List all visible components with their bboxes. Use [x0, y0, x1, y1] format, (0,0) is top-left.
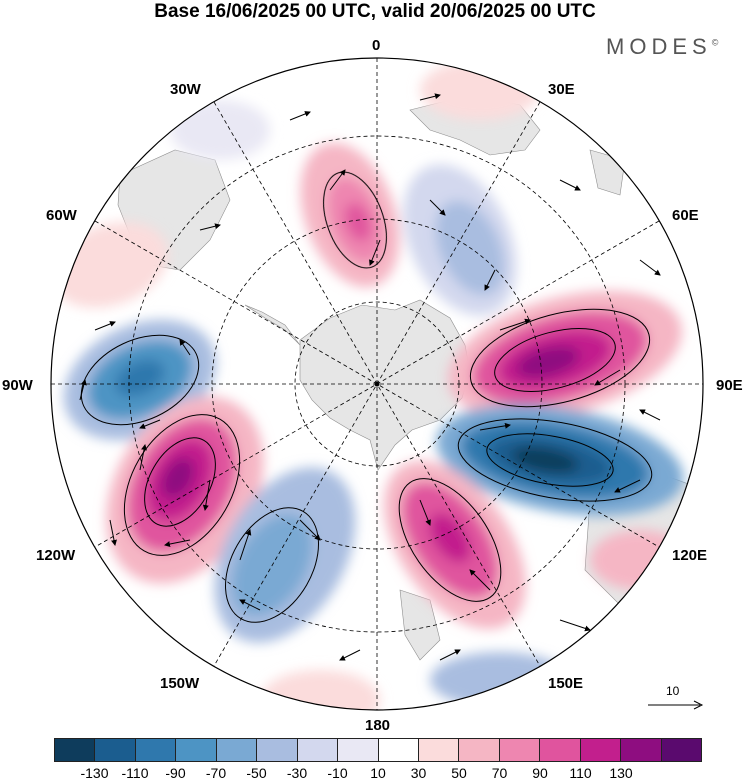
- reference-vector-label: 10: [666, 684, 680, 698]
- colorbar-swatch: [95, 739, 136, 761]
- lon-label-120e: 120E: [672, 547, 708, 564]
- colorbar-tick-label: -30: [286, 765, 308, 781]
- lon-label-30w: 30W: [170, 81, 201, 98]
- south-pole-dot: [374, 381, 380, 387]
- anomaly-field: [51, 60, 690, 710]
- colorbar-swatch: [540, 739, 581, 761]
- lon-label-60e: 60E: [672, 207, 699, 224]
- colorbar-swatch: [418, 739, 460, 761]
- colorbar-tick-label: 90: [532, 765, 548, 781]
- antarctic-peninsula: [244, 304, 301, 346]
- colorbar-tick-label: -50: [246, 765, 267, 781]
- colorbar-swatch: [135, 739, 177, 761]
- colorbar-tick-label: 70: [491, 765, 508, 781]
- lon-label-90e: 90E: [716, 377, 743, 394]
- colorbar-tick-label: 110: [569, 765, 592, 781]
- colorbar-tick-label: 50: [451, 765, 467, 781]
- colorbar-swatch: [257, 739, 298, 761]
- colorbar-tick-label: -110: [121, 765, 149, 781]
- colorbar-ticks: -130 -110 -90 -70 -50 -30 -10 10 30 50 70 90 110 130: [54, 765, 702, 783]
- colorbar-swatch: [499, 739, 541, 761]
- anomaly-high-topright: [420, 60, 540, 120]
- colorbar-swatch: [621, 739, 662, 761]
- colorbar-tick-label: 30: [410, 765, 427, 781]
- anomaly-low-topleft: [170, 100, 270, 160]
- copyright-mark: ©: [711, 37, 719, 48]
- polar-map: [50, 57, 704, 711]
- chart-title: Base 16/06/2025 00 UTC, valid 20/06/2025…: [154, 1, 596, 22]
- reference-vector-arrow-icon: [648, 700, 704, 710]
- colorbar: [54, 738, 702, 762]
- colorbar-swatch: [297, 739, 339, 761]
- colorbar-swatch: [459, 739, 500, 761]
- colorbar-swatch: [661, 739, 701, 761]
- lon-label-60w: 60W: [46, 207, 77, 224]
- colorbar-swatch: [216, 739, 258, 761]
- colorbar-swatch: [176, 739, 217, 761]
- colorbar-tick-label: -10: [327, 765, 348, 781]
- lon-label-90w: 90W: [2, 377, 33, 394]
- colorbar-tick-label: 10: [370, 765, 386, 781]
- modes-logo: MODES©: [606, 34, 718, 60]
- anomaly-high-bottomleft: [260, 670, 380, 710]
- colorbar-swatch: [55, 739, 96, 761]
- brand-text: MODES: [606, 34, 712, 59]
- lon-label-0: 0: [372, 37, 381, 54]
- colorbar-tick-label: -90: [165, 765, 186, 781]
- lon-label-30e: 30E: [548, 81, 575, 98]
- colorbar-swatch: [580, 739, 622, 761]
- lon-label-120w: 120W: [36, 547, 76, 564]
- antarctica: [299, 299, 471, 471]
- lon-label-150e: 150E: [548, 675, 584, 692]
- colorbar-swatch: [378, 739, 419, 761]
- lon-label-180: 180: [365, 717, 391, 734]
- map-border: [50, 57, 704, 711]
- wind-vectors: [79, 93, 661, 661]
- colorbar-swatch: [338, 739, 379, 761]
- colorbar-tick-label: -130: [80, 765, 109, 781]
- new-zealand: [399, 589, 441, 661]
- lon-label-150w: 150W: [160, 675, 200, 692]
- colorbar-tick-label: 130: [609, 765, 633, 781]
- colorbar-tick-label: -70: [205, 765, 227, 781]
